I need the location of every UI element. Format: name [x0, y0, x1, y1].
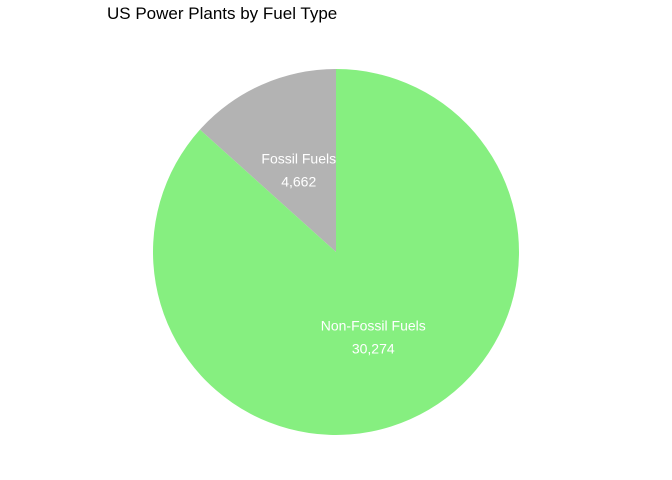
slice-value-label: 4,662	[281, 173, 316, 189]
pie-slice-non-fossil-fuels	[152, 69, 520, 435]
chart-title: US Power Plants by Fuel Type	[107, 4, 338, 23]
slice-value-label: 30,274	[352, 341, 395, 357]
slice-labels: Fossil Fuels 4,662 Non-Fossil Fuels 30,274	[261, 150, 425, 356]
slice-label: Non-Fossil Fuels	[321, 318, 426, 334]
pie-slices	[152, 69, 520, 435]
pie-slice-fossil-fuels	[199, 69, 336, 252]
slice-label: Fossil Fuels	[261, 150, 336, 166]
